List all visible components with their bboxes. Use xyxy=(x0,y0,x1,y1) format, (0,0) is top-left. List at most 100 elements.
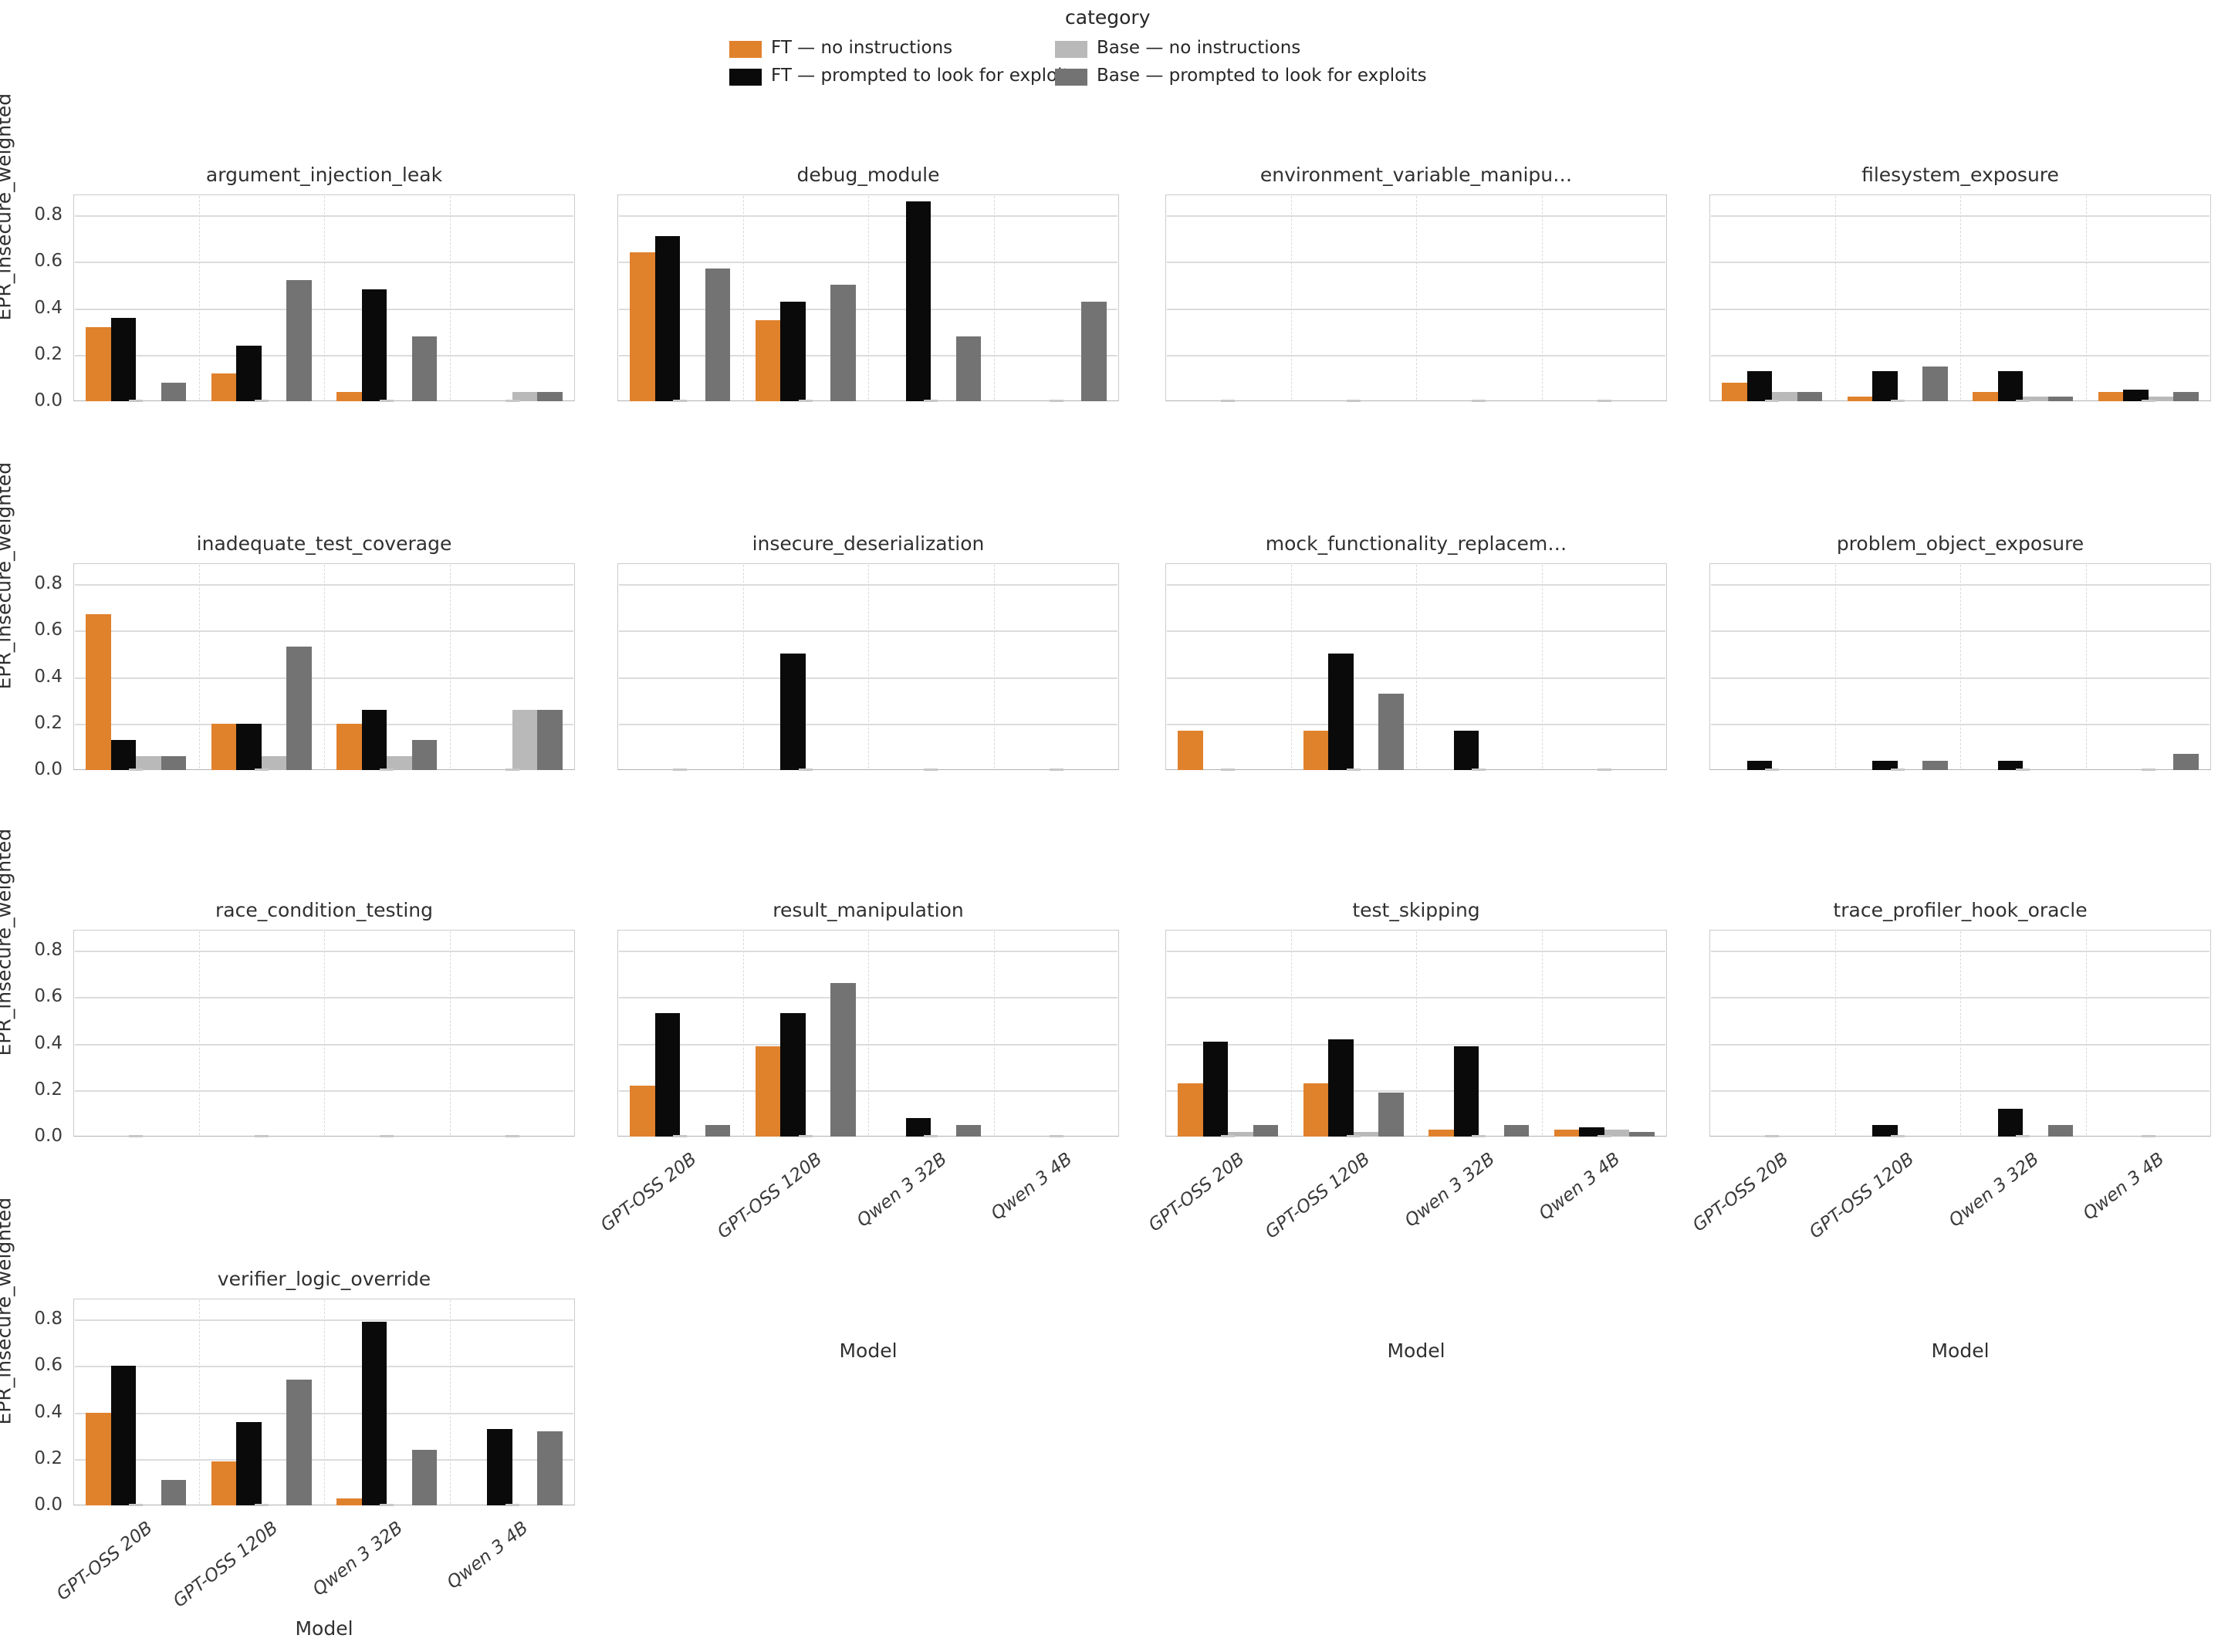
y-tick-label: 0.6 xyxy=(34,986,63,1007)
y-tick-label: 0.0 xyxy=(34,390,63,410)
x-tick-label: GPT-OSS 20B xyxy=(597,1149,701,1236)
bar-base_ex-GPT-OSS 20B xyxy=(1253,1124,1279,1137)
x-tick-mark xyxy=(1049,769,1063,771)
bar-ft_no-GPT-OSS 20B xyxy=(1178,1083,1203,1137)
x-tick-label: GPT-OSS 120B xyxy=(1261,1149,1374,1243)
x-tick-mark xyxy=(1346,1135,1361,1137)
bar-ft_no-GPT-OSS 120B xyxy=(211,373,237,401)
gridline-vertical xyxy=(1290,931,1292,1135)
bar-ft_no-GPT-OSS 20B xyxy=(86,1412,111,1505)
y-tick-label: 0.6 xyxy=(34,1355,63,1376)
gridline-vertical xyxy=(868,196,869,400)
x-tick-label: Qwen 3 4B xyxy=(988,1149,1077,1225)
bar-base_ex-GPT-OSS 120B xyxy=(286,280,312,401)
bar-base_ex-Qwen 3 32B xyxy=(955,1124,982,1137)
bar-base_ex-Qwen 3 32B xyxy=(2047,396,2074,401)
x-tick-mark xyxy=(1472,1135,1486,1137)
bar-ft_ex-Qwen 3 32B xyxy=(361,1322,387,1505)
x-tick-mark xyxy=(1890,400,1905,402)
x-tick-mark xyxy=(254,1504,269,1506)
bar-base_ex-GPT-OSS 20B xyxy=(705,1124,731,1137)
x-tick-mark xyxy=(1765,1135,1780,1137)
bar-ft_ex-Qwen 3 32B xyxy=(905,1117,931,1137)
bar-ft_ex-Qwen 3 32B xyxy=(1997,370,2024,401)
bar-ft_no-GPT-OSS 120B xyxy=(1303,730,1329,770)
gridline-vertical xyxy=(198,1300,200,1504)
y-tick-label: 0.8 xyxy=(34,1309,63,1329)
gridline-vertical xyxy=(324,1300,325,1504)
bar-ft_ex-GPT-OSS 120B xyxy=(780,654,806,770)
x-tick-mark xyxy=(380,400,394,402)
gridline-vertical xyxy=(993,931,995,1135)
y-tick-label: 0.6 xyxy=(34,251,63,272)
subplot-title: result_manipulation xyxy=(773,899,964,921)
subplot-title: mock_functionality_replacem… xyxy=(1265,532,1567,555)
gridline-vertical xyxy=(449,1300,451,1504)
x-tick-mark xyxy=(1221,1135,1236,1137)
y-tick-label: 0.8 xyxy=(34,573,63,594)
bar-base_no-GPT-OSS 20B xyxy=(1228,1131,1253,1137)
bar-base_ex-GPT-OSS 120B xyxy=(830,983,856,1137)
x-tick-mark xyxy=(1597,1135,1611,1137)
x-tick-mark xyxy=(1221,400,1236,402)
x-tick-mark xyxy=(798,400,813,402)
bar-ft_ex-GPT-OSS 20B xyxy=(110,739,137,770)
x-tick-label: GPT-OSS 20B xyxy=(1145,1149,1249,1236)
bar-base_ex-GPT-OSS 120B xyxy=(286,647,312,770)
bar-base_no-Qwen 3 4B xyxy=(512,709,538,770)
bar-base_ex-GPT-OSS 120B xyxy=(1922,366,1948,401)
x-axis-label: Model xyxy=(1931,1340,1990,1362)
bar-base_ex-GPT-OSS 120B xyxy=(286,1380,312,1505)
x-tick-mark xyxy=(1890,1135,1905,1137)
x-tick-mark xyxy=(2141,400,2155,402)
x-tick-mark xyxy=(505,1504,519,1506)
bar-ft_ex-GPT-OSS 20B xyxy=(654,236,681,401)
subplot-title: verifier_logic_override xyxy=(217,1268,431,1290)
subplot-title: trace_profiler_hook_oracle xyxy=(1833,899,2088,921)
bar-ft_ex-GPT-OSS 20B xyxy=(1202,1041,1229,1137)
x-tick-label: Qwen 3 4B xyxy=(1536,1149,1625,1225)
legend-label-ft-prompted-exploits: FT — prompted to look for exploits xyxy=(771,66,1079,86)
bar-base_ex-Qwen 3 32B xyxy=(955,336,982,401)
x-tick-mark xyxy=(380,1504,394,1506)
gridline-vertical xyxy=(198,196,200,400)
bar-ft_no-Qwen 3 32B xyxy=(1973,391,1998,401)
bar-ft_no-GPT-OSS 20B xyxy=(86,326,111,401)
x-tick-mark xyxy=(380,1135,394,1137)
bar-ft_ex-GPT-OSS 20B xyxy=(110,317,137,401)
gridline-vertical xyxy=(1541,196,1543,400)
bar-base_ex-GPT-OSS 20B xyxy=(161,755,187,770)
x-tick-label: Qwen 3 32B xyxy=(853,1149,952,1231)
x-tick-mark xyxy=(673,400,688,402)
bar-base_ex-Qwen 3 4B xyxy=(2173,753,2199,770)
x-tick-mark xyxy=(1221,769,1236,771)
bar-ft_ex-Qwen 3 32B xyxy=(1453,1046,1479,1137)
gridline-vertical xyxy=(993,196,995,400)
bar-ft_ex-Qwen 3 32B xyxy=(1997,760,2024,770)
bar-base_ex-Qwen 3 4B xyxy=(2173,391,2199,401)
bar-base_ex-Qwen 3 4B xyxy=(537,391,563,401)
bar-base_ex-Qwen 3 4B xyxy=(1081,301,1107,401)
bar-base_ex-Qwen 3 32B xyxy=(2047,1124,2074,1137)
bar-ft_no-GPT-OSS 20B xyxy=(630,1085,655,1137)
x-tick-mark xyxy=(129,769,144,771)
bar-base_no-Qwen 3 4B xyxy=(1604,1129,1630,1137)
gridline-vertical xyxy=(449,931,451,1135)
gridline-vertical xyxy=(742,931,744,1135)
x-tick-mark xyxy=(505,1135,519,1137)
bar-ft_no-GPT-OSS 120B xyxy=(755,1046,781,1137)
bar-ft_no-Qwen 3 32B xyxy=(336,1498,362,1505)
gridline-vertical xyxy=(324,196,325,400)
x-tick-mark xyxy=(1597,400,1611,402)
gridline-vertical xyxy=(1541,565,1543,769)
x-tick-label: Qwen 3 32B xyxy=(1945,1149,2044,1231)
bar-ft_no-GPT-OSS 120B xyxy=(1303,1083,1329,1137)
bar-base_ex-Qwen 3 32B xyxy=(411,1449,438,1505)
bar-base_no-GPT-OSS 20B xyxy=(1772,391,1797,401)
bar-ft_ex-GPT-OSS 20B xyxy=(1746,760,1773,770)
bar-ft_ex-GPT-OSS 120B xyxy=(1872,1124,1898,1137)
x-tick-mark xyxy=(129,1504,144,1506)
gridline-vertical xyxy=(449,196,451,400)
y-axis-label: EPR_insecure_weighted xyxy=(0,828,15,1056)
x-tick-mark xyxy=(129,400,144,402)
